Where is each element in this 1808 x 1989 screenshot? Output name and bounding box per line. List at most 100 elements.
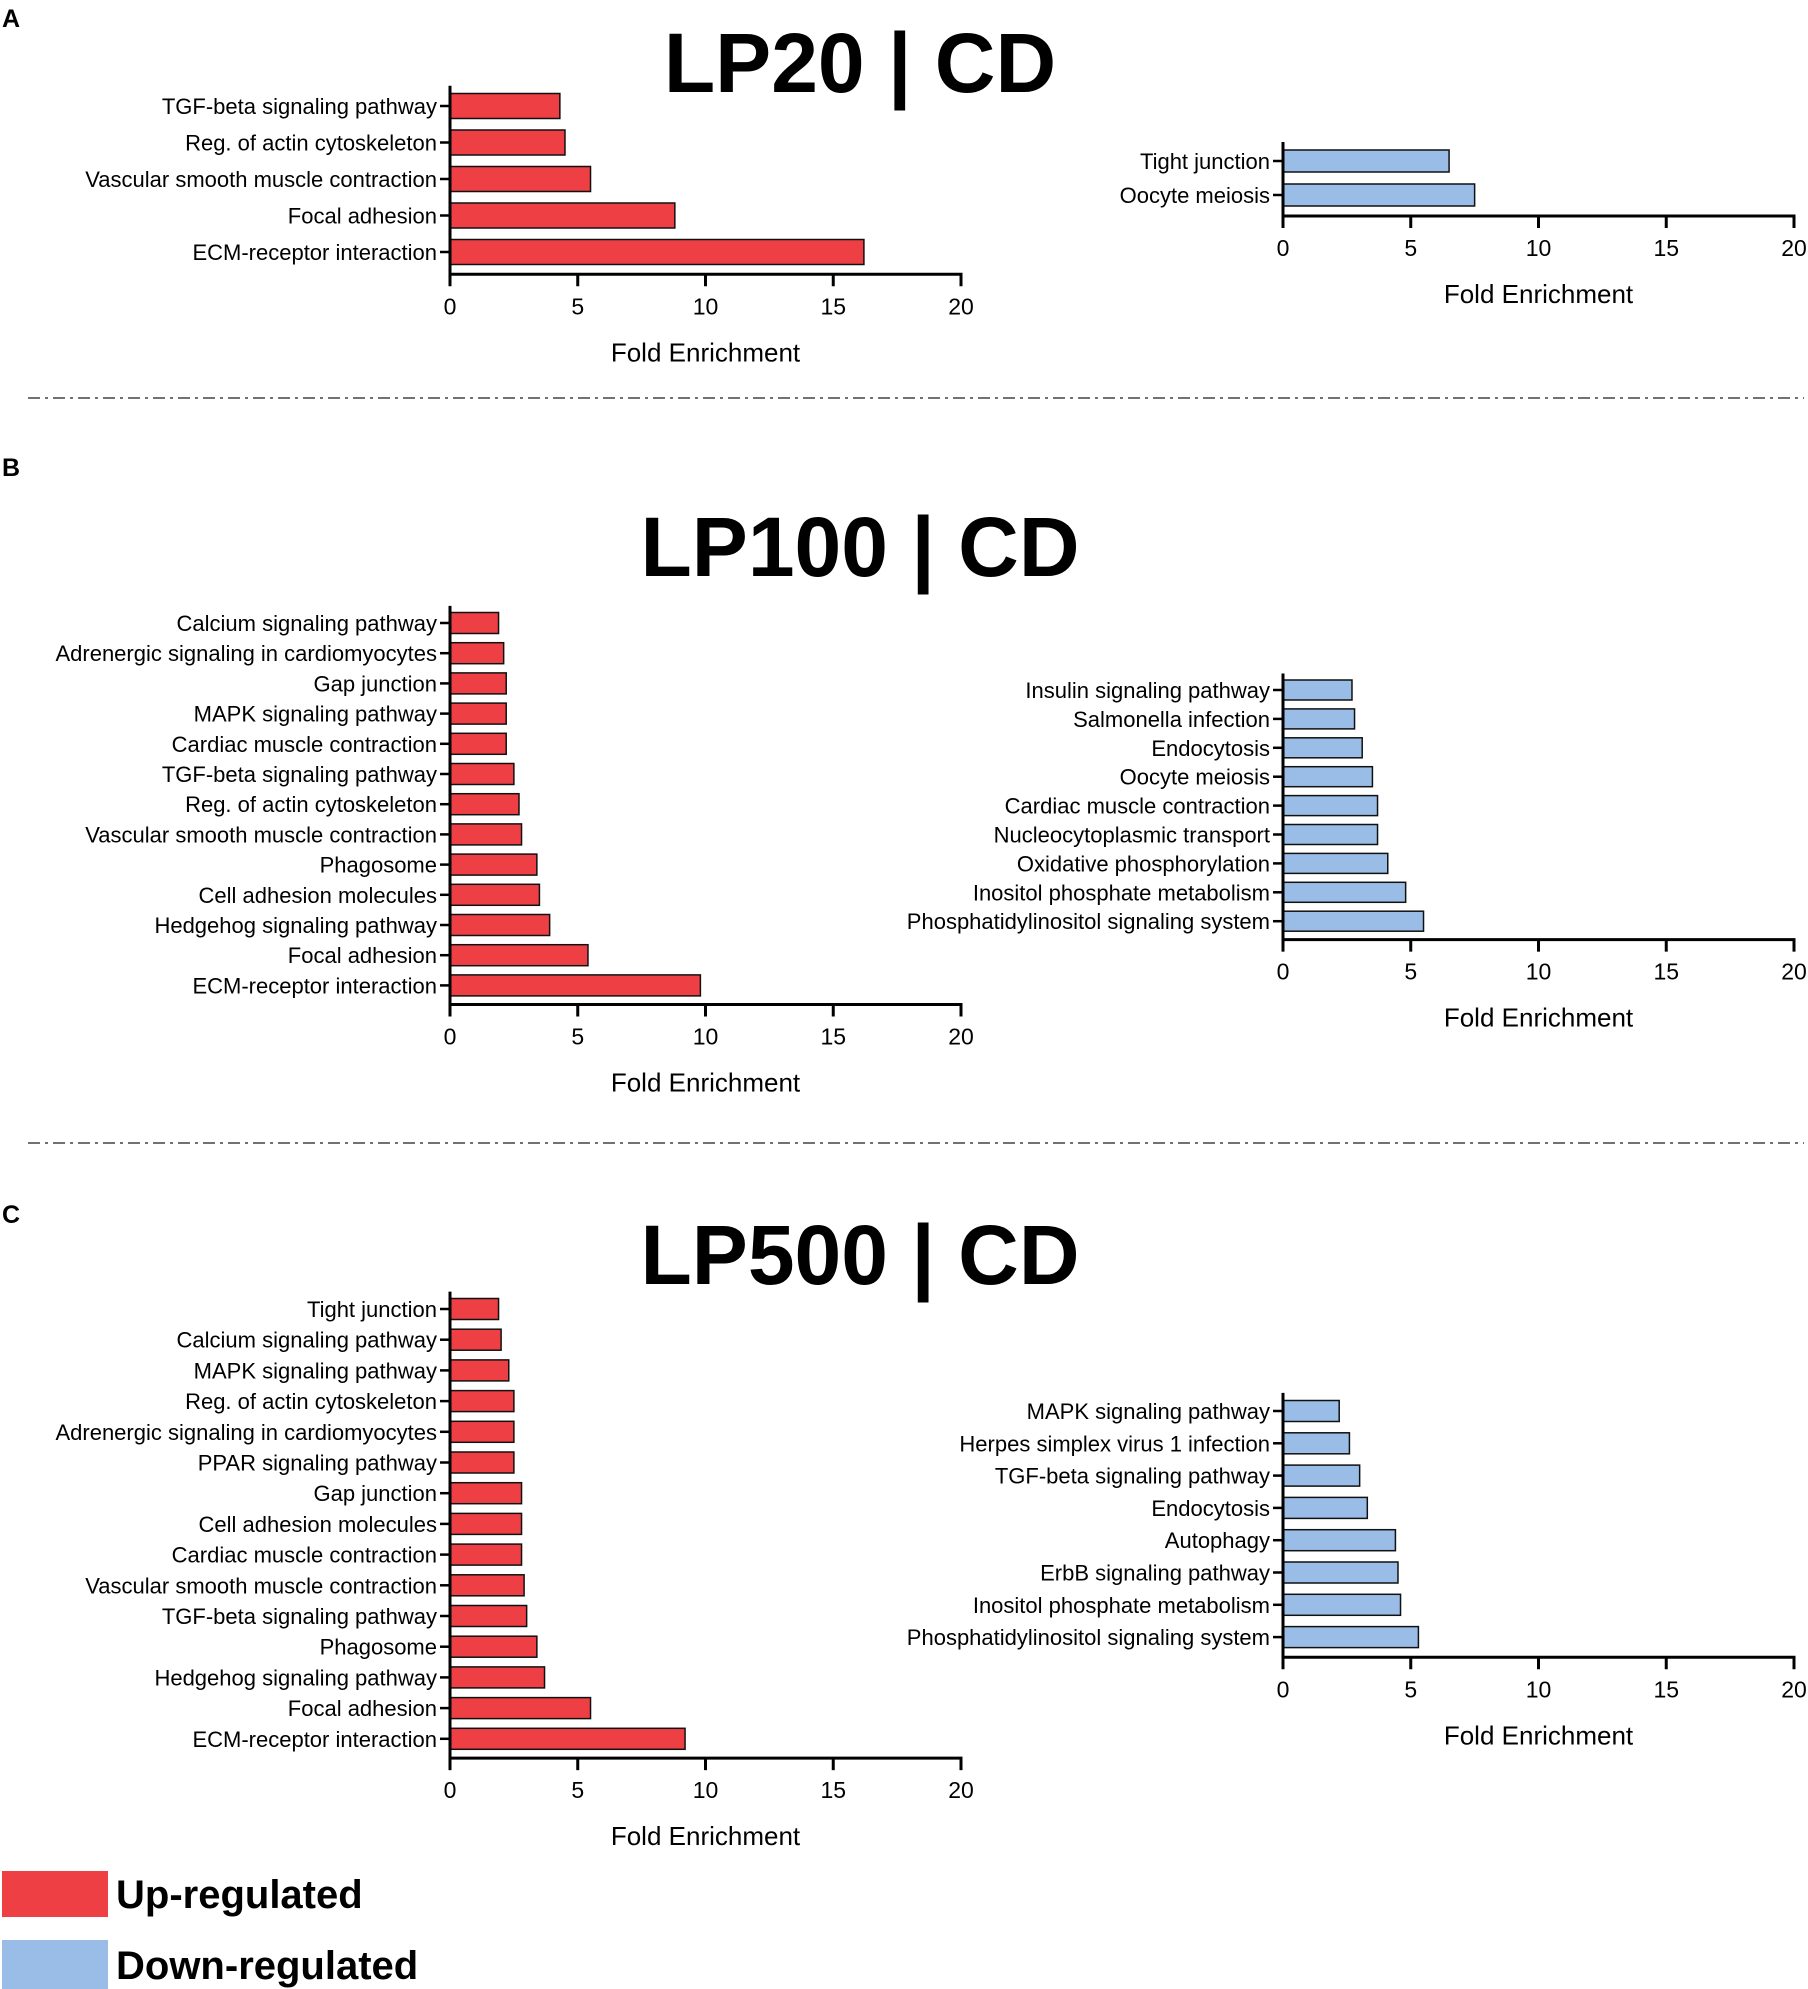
category-label: ECM-receptor interaction (192, 1727, 437, 1752)
x-tick-label: 15 (820, 1777, 846, 1803)
x-tick-label: 0 (444, 1777, 457, 1803)
category-label: Cardiac muscle contraction (1005, 794, 1270, 819)
category-label: Tight junction (1140, 149, 1270, 174)
bar (449, 165, 592, 193)
bar (1282, 1464, 1361, 1487)
x-tick-label: 10 (1526, 959, 1552, 985)
bar (449, 1420, 515, 1444)
bar (449, 1666, 546, 1689)
bar (449, 1727, 686, 1751)
category-label: Insulin signaling pathway (1025, 678, 1270, 703)
bar (449, 1481, 523, 1505)
bar (449, 1696, 592, 1720)
category-label: ECM-receptor interaction (192, 240, 437, 265)
x-tick-label: 5 (571, 1777, 584, 1803)
x-tick-label: 0 (444, 293, 457, 319)
bar (449, 913, 551, 937)
bar (449, 853, 538, 876)
category-label: MAPK signaling pathway (194, 1358, 437, 1383)
bar (1282, 1399, 1340, 1423)
category-label: ECM-receptor interaction (192, 973, 437, 998)
category-label: Calcium signaling pathway (177, 611, 437, 636)
x-tick-label: 5 (1404, 1676, 1417, 1702)
x-tick-label: 20 (948, 293, 974, 319)
bar (1282, 852, 1389, 875)
category-label: Focal adhesion (288, 1696, 437, 1721)
x-tick-label: 15 (1653, 235, 1679, 261)
x-tick-label: 5 (1404, 959, 1417, 985)
bar-chart-c-down: MAPK signaling pathway Herpes simplex vir… (907, 1392, 1807, 1750)
category-label: Autophagy (1165, 1528, 1270, 1553)
bar (449, 792, 520, 816)
category-label: Vascular smooth muscle contraction (85, 822, 437, 847)
bar (449, 1604, 528, 1628)
category-label: Inositol phosphate metabolism (973, 880, 1270, 905)
category-label: MAPK signaling pathway (1027, 1399, 1270, 1424)
category-label: Hedgehog signaling pathway (154, 913, 437, 938)
panel-title-c: LP500 | CD (641, 1208, 1080, 1303)
bar (449, 1512, 523, 1536)
x-tick-label: 15 (1653, 959, 1679, 985)
x-tick-label: 10 (693, 1777, 719, 1803)
x-tick-label: 20 (948, 1777, 974, 1803)
bar (449, 732, 507, 756)
bar (1282, 149, 1450, 173)
category-label: Gap junction (313, 1481, 437, 1506)
x-tick-label: 15 (1653, 1676, 1679, 1702)
panel-label-a: A (2, 5, 20, 33)
x-tick-label: 20 (948, 1024, 974, 1050)
legend-label-up: Up-regulated (116, 1873, 363, 1917)
bar (1282, 679, 1353, 701)
category-label: TGF-beta signaling pathway (162, 1604, 437, 1629)
panel-label-c: C (2, 1201, 20, 1229)
x-tick-label: 10 (693, 1024, 719, 1050)
category-label: Reg. of actin cytoskeleton (185, 131, 437, 156)
category-label: Endocytosis (1151, 736, 1270, 761)
category-label: Adrenergic signaling in cardiomyocytes (55, 641, 437, 666)
x-axis-title: Fold Enrichment (1444, 1720, 1634, 1750)
bar (449, 129, 566, 156)
panel-title-a: LP20 | CD (664, 16, 1056, 111)
bar (449, 92, 561, 120)
x-axis-title: Fold Enrichment (1444, 1003, 1634, 1033)
category-label: Phagosome (320, 1635, 437, 1660)
bar (449, 1451, 515, 1474)
category-label: PPAR signaling pathway (198, 1451, 437, 1476)
bar (449, 823, 523, 846)
x-axis-title: Fold Enrichment (611, 1821, 801, 1851)
x-tick-label: 0 (1277, 959, 1290, 985)
x-tick-label: 15 (820, 293, 846, 319)
bar (449, 238, 865, 266)
category-label: TGF-beta signaling pathway (162, 762, 437, 787)
bar (449, 1359, 510, 1382)
category-label: Gap junction (313, 671, 437, 696)
bar (1282, 765, 1374, 788)
category-label: Endocytosis (1151, 1496, 1270, 1521)
category-label: Focal adhesion (288, 943, 437, 968)
category-label: Phosphatidylinositol signaling system (907, 1625, 1270, 1650)
x-tick-label: 5 (1404, 235, 1417, 261)
x-tick-label: 5 (571, 1024, 584, 1050)
x-tick-label: 5 (571, 293, 584, 319)
category-label: Reg. of actin cytoskeleton (185, 1389, 437, 1414)
category-label: Tight junction (307, 1297, 437, 1322)
bar (1282, 1561, 1399, 1584)
category-label: Vascular smooth muscle contraction (85, 1573, 437, 1598)
bar (1282, 1432, 1351, 1455)
bar (449, 611, 500, 635)
category-label: MAPK signaling pathway (194, 702, 437, 727)
x-axis-title: Fold Enrichment (611, 337, 801, 367)
category-label: Herpes simplex virus 1 infection (959, 1431, 1270, 1456)
category-label: Hedgehog signaling pathway (154, 1665, 437, 1690)
bar (1282, 737, 1363, 759)
bar (1282, 823, 1379, 846)
x-tick-label: 15 (820, 1024, 846, 1050)
bar (1282, 708, 1356, 730)
category-label: TGF-beta signaling pathway (162, 94, 437, 119)
bar (1282, 1625, 1420, 1649)
category-label: Oxidative phosphorylation (1017, 851, 1270, 876)
category-label: Cardiac muscle contraction (172, 1543, 437, 1568)
bar (449, 974, 702, 997)
